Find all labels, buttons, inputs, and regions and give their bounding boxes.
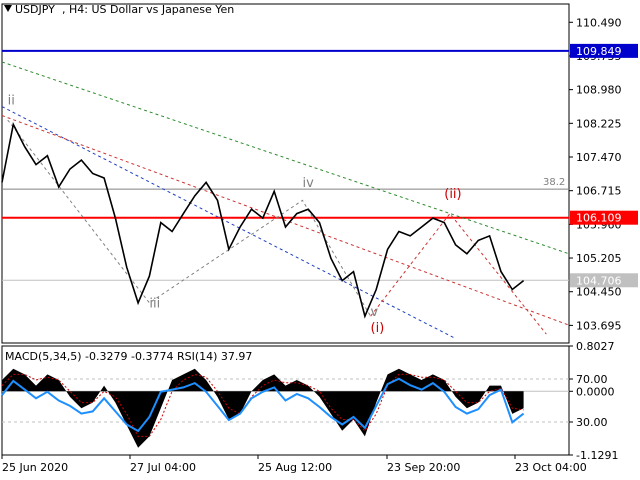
y-tick-label: 110.490 — [576, 16, 622, 29]
y-tick-label: 104.450 — [576, 286, 622, 299]
x-tick-label: 25 Jun 2020 — [2, 461, 68, 474]
indicator-y-label: -1.1291 — [576, 449, 618, 462]
trendline-red-dotted — [1, 115, 570, 326]
y-tick-label: 103.695 — [576, 319, 622, 332]
indicator-y-label: 70.00 — [576, 373, 608, 386]
y-tick-label: 107.470 — [576, 151, 622, 164]
indicator-panel-border — [1, 345, 570, 456]
wave-label: (ii) — [444, 187, 461, 202]
indicator-y-label: 0.0000 — [576, 385, 615, 398]
price-panel-border — [1, 3, 570, 344]
rsi-line — [1, 377, 525, 433]
header-separator: , — [62, 3, 69, 16]
y-tick-label: 106.715 — [576, 185, 622, 198]
header-tf-value: H4 — [69, 3, 84, 16]
wave-label: iii — [149, 296, 160, 311]
price-panel: 110.490109.735108.980108.225107.470106.7… — [1, 3, 638, 344]
x-tick-label: 25 Aug 12:00 — [258, 461, 332, 474]
wave-label: ii — [8, 93, 15, 108]
header-description: US Dollar vs Japanese Yen — [91, 3, 234, 16]
indicator-y-label: 0.8027 — [576, 340, 615, 353]
fib-level-label: 38.2 — [543, 177, 565, 188]
chart-header: USDJPY , H4: US Dollar vs Japanese Yen — [4, 3, 234, 16]
y-tick-label: 108.225 — [576, 117, 622, 130]
indicator-panel: 0.8027 70.000.0000 30.00 -1.1291 — [1, 340, 618, 462]
x-tick-label: 23 Sep 20:00 — [387, 461, 460, 474]
resistance-price-label: 109.849 — [576, 45, 622, 58]
current-price-label: 104.706 — [576, 274, 622, 287]
price-series-line — [1, 121, 525, 319]
menu-triangle-icon[interactable] — [4, 5, 12, 12]
wave-label: (i) — [371, 321, 385, 336]
key-level-price-tag — [570, 210, 638, 225]
y-tick-label: 105.205 — [576, 252, 622, 265]
x-tick-label: 23 Oct 04:00 — [515, 461, 587, 474]
y-tick-label: 108.980 — [576, 84, 622, 97]
header-colon: : — [84, 3, 91, 16]
resistance-price-tag — [570, 43, 638, 58]
x-tick-label: 27 Jul 04:00 — [130, 461, 196, 474]
wave-label: v — [371, 305, 379, 320]
trendline-gray-wave-lines — [7, 119, 372, 317]
header-symbol: USDJPY — [15, 3, 55, 16]
x-axis: 25 Jun 2020 27 Jul 04:00 25 Aug 12:00 23 Se… — [1, 455, 587, 474]
current-price-tag — [570, 273, 638, 288]
trendline-green-dotted — [1, 61, 570, 255]
key-level-price-label: 106.109 — [576, 212, 622, 225]
header-timeframe: , H4: US Dollar vs Japanese Yen — [62, 3, 234, 16]
trendline-blue-dotted — [1, 106, 456, 339]
indicator-y-label: 30.00 — [576, 416, 608, 429]
indicator-title: MACD(5,34,5) -0.3279 -0.3774 RSI(14) 37.… — [5, 350, 252, 363]
trendline-red-wave-lines — [370, 212, 547, 335]
wave-label: iv — [303, 176, 315, 191]
